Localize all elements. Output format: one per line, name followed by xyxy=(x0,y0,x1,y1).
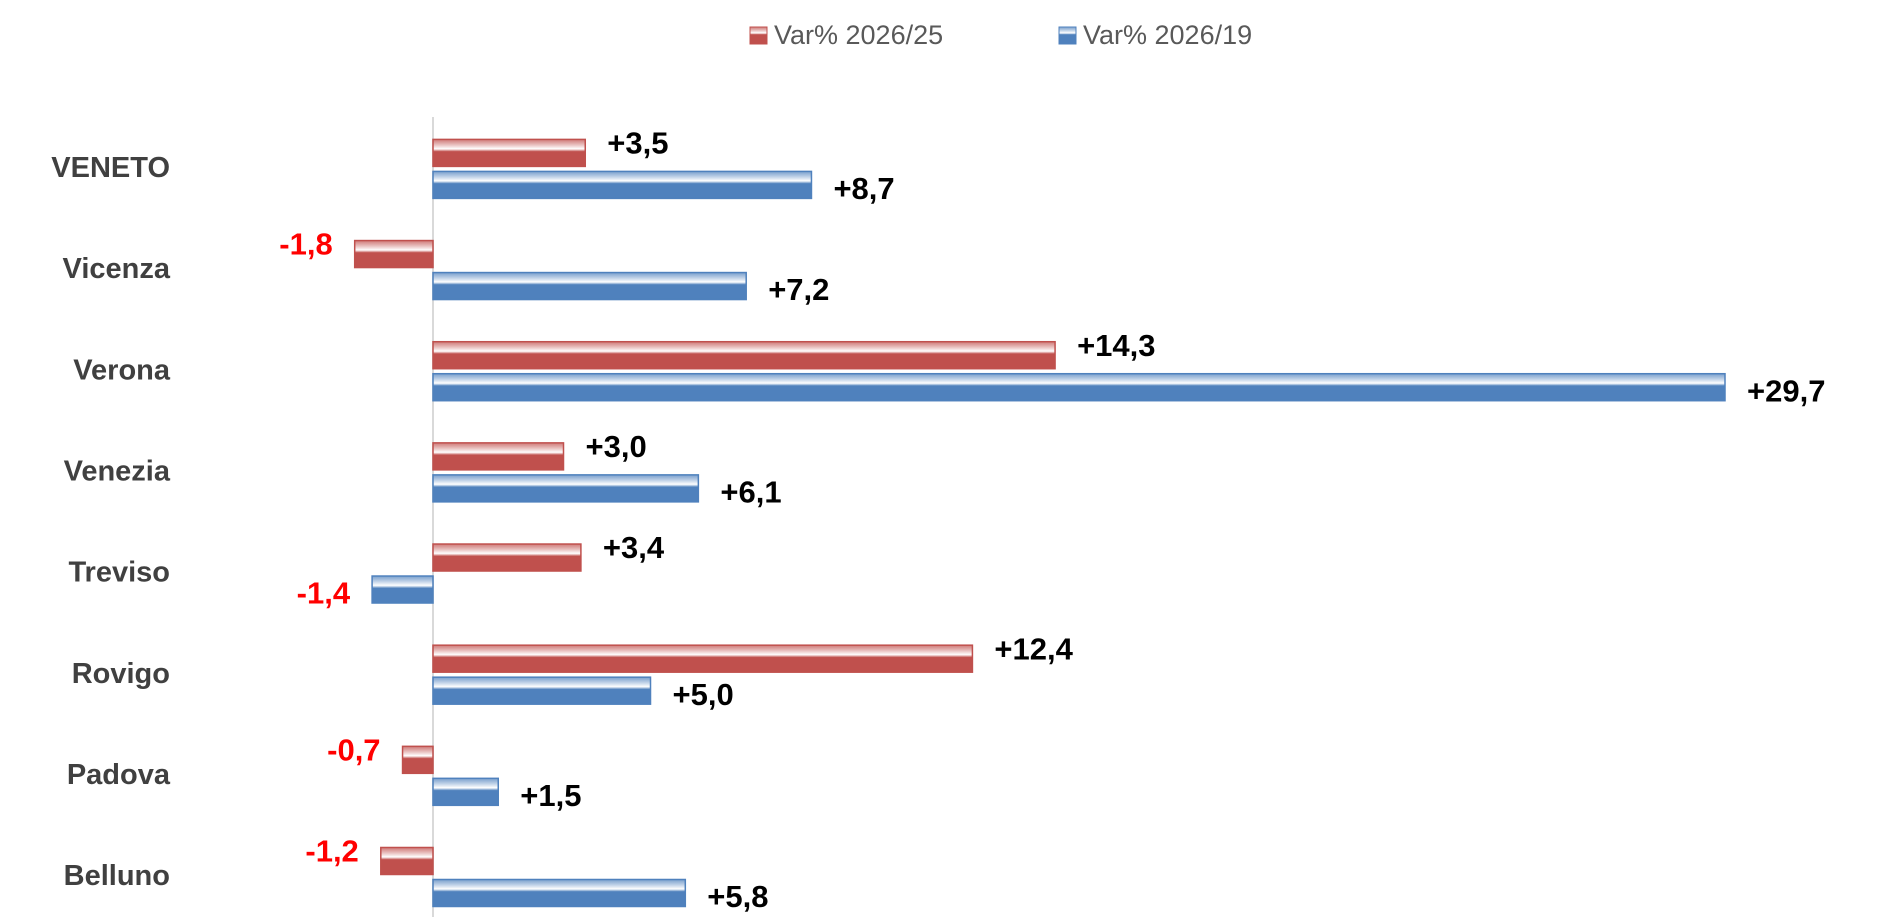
value-label: +7,2 xyxy=(768,272,829,307)
bar xyxy=(432,878,687,908)
bar xyxy=(380,846,434,876)
value-label: +6,1 xyxy=(720,475,781,510)
value-label: +29,7 xyxy=(1747,373,1825,408)
bar xyxy=(432,644,974,673)
value-label: +8,7 xyxy=(833,171,894,206)
bar xyxy=(432,170,813,200)
value-label: -1,4 xyxy=(297,576,351,611)
value-label: +3,5 xyxy=(607,126,668,161)
category-label: Vicenza xyxy=(63,253,171,285)
value-label: +1,5 xyxy=(520,778,581,813)
category-label: VENETO xyxy=(51,152,170,184)
category-label: Treviso xyxy=(68,557,170,589)
value-label: -0,7 xyxy=(327,733,380,768)
category-label: Belluno xyxy=(64,860,170,892)
bar xyxy=(353,239,434,269)
bar xyxy=(432,777,500,807)
bar xyxy=(432,340,1056,370)
legend-swatch xyxy=(749,26,768,45)
bar xyxy=(432,372,1726,402)
value-label: +12,4 xyxy=(994,631,1073,666)
legend-label: Var% 2026/25 xyxy=(774,20,943,50)
bar xyxy=(432,138,587,168)
value-label: +5,0 xyxy=(673,677,734,712)
bar xyxy=(432,442,565,471)
value-label: -1,8 xyxy=(279,227,332,262)
category-label: Rovigo xyxy=(72,658,170,690)
bar xyxy=(432,474,700,503)
category-label: Padova xyxy=(67,759,171,791)
legend-swatch xyxy=(1058,26,1077,45)
bar xyxy=(401,745,434,775)
value-label: +14,3 xyxy=(1077,328,1155,363)
category-label: Venezia xyxy=(64,456,171,488)
legend-label: Var% 2026/19 xyxy=(1083,20,1252,50)
bar xyxy=(432,676,652,705)
bar xyxy=(432,271,747,301)
bar xyxy=(432,543,582,572)
value-label: +3,4 xyxy=(603,530,665,565)
value-label: +3,0 xyxy=(586,429,647,464)
value-label: +5,8 xyxy=(707,879,768,914)
category-label: Verona xyxy=(73,354,171,386)
bar xyxy=(371,575,434,604)
value-label: -1,2 xyxy=(305,834,358,869)
